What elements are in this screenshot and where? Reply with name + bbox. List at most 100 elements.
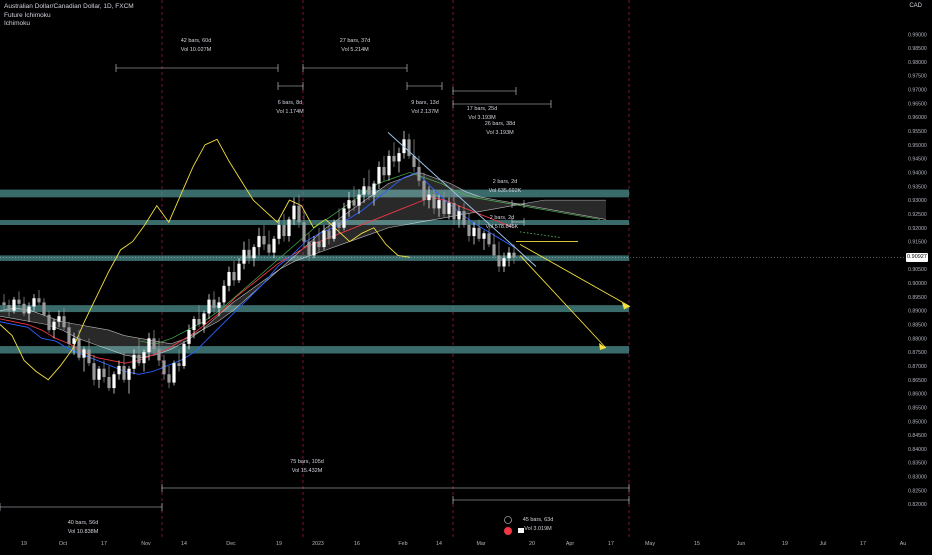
- price-tick-label: 0.89500: [908, 295, 927, 301]
- price-tick-label: 0.98000: [908, 60, 927, 66]
- candle-body: [497, 255, 501, 267]
- time-tick-label: 16: [354, 541, 360, 547]
- candle-body: [167, 374, 171, 383]
- candle-body: [432, 194, 436, 209]
- price-tick-label: 0.93000: [908, 198, 927, 204]
- price-tick-label: 0.93500: [908, 184, 927, 190]
- candle-body: [32, 298, 36, 307]
- candle-body: [187, 330, 191, 344]
- candle-body: [292, 205, 296, 220]
- price-tick-label: 0.91500: [908, 240, 927, 246]
- time-tick-label: Dec: [226, 541, 236, 547]
- candle-body: [407, 139, 411, 156]
- price-tick-label: 0.85500: [908, 405, 927, 411]
- projection-arrow-2: [519, 255, 607, 349]
- price-tick-label: 0.99000: [908, 32, 927, 38]
- candle-body: [2, 302, 6, 306]
- chart-legend: Australian Dollar/Canadian Dollar, 1D, F…: [4, 3, 134, 29]
- candle-body: [362, 186, 366, 195]
- candle-body: [172, 363, 176, 383]
- candle-body: [372, 183, 376, 195]
- time-tick-label: 14: [436, 541, 442, 547]
- annotations: [0, 132, 906, 350]
- candle-body: [427, 194, 431, 201]
- measure-bars-label: 40 bars, 56d: [68, 520, 99, 526]
- lagging-span: [0, 138, 411, 381]
- candle-body: [27, 306, 31, 314]
- candle-body: [142, 352, 146, 364]
- zone-d: [0, 305, 629, 313]
- candle-body: [502, 258, 506, 267]
- candle-body: [137, 354, 141, 364]
- measure-vol-label: Vol 635.692K: [489, 188, 522, 194]
- kumo-span-b: [0, 199, 606, 358]
- candle-body: [197, 318, 201, 325]
- flag-icon: [504, 527, 512, 535]
- candle-body: [242, 249, 246, 264]
- price-tick-label: 0.94000: [908, 170, 927, 176]
- candle-body: [132, 354, 136, 369]
- candle-body: [277, 224, 281, 239]
- indicator-future-ichimoku[interactable]: Future Ichimoku: [4, 11, 51, 19]
- time-tick-label: Jul: [820, 541, 827, 547]
- time-tick-label: Au: [900, 541, 907, 547]
- candle-body: [337, 222, 341, 228]
- candle-body: [42, 302, 46, 315]
- time-tick-label: 20: [529, 541, 535, 547]
- candle-body: [492, 244, 496, 256]
- candle-body: [77, 338, 81, 358]
- price-axis: 0.99000 0.98500 0.98000 0.97500 0.97000 0.965…: [906, 0, 932, 550]
- candle-body: [202, 313, 206, 325]
- measure-vol-label: Vol 578.845K: [486, 224, 519, 230]
- candle-body: [107, 377, 111, 389]
- measure-vol-label: Vol 3.193M: [486, 130, 514, 136]
- candle-body: [397, 153, 401, 162]
- price-tick-label: 0.86000: [908, 392, 927, 398]
- candle-body: [12, 299, 16, 311]
- candle-body: [252, 247, 256, 259]
- price-tick-label: 0.95000: [908, 143, 927, 149]
- candle-body: [112, 374, 116, 389]
- time-tick-label: 17: [608, 541, 614, 547]
- symbol-title[interactable]: Australian Dollar/Canadian Dollar, 1D, F…: [4, 3, 134, 10]
- candle-body: [122, 365, 126, 380]
- projection-arrowhead-1: [622, 302, 630, 310]
- price-tick-label: 0.90000: [908, 281, 927, 287]
- candle-body: [97, 368, 101, 380]
- candle-body: [247, 249, 251, 259]
- candle-body: [87, 349, 91, 364]
- measure-bars-label: 75 bars, 105d: [290, 459, 324, 465]
- candle-body: [67, 327, 71, 344]
- time-tick-label: 17: [101, 541, 107, 547]
- candle-body: [267, 244, 271, 253]
- measure-vol-label: Vol 15.432M: [292, 468, 323, 474]
- candle-body: [392, 155, 396, 162]
- candle-body: [62, 316, 66, 328]
- price-tick-label: 0.82500: [908, 488, 927, 494]
- candle-body: [7, 305, 11, 311]
- indicator-ichimoku[interactable]: Ichimoku: [4, 20, 31, 27]
- zone-c: [0, 255, 629, 261]
- candle-body: [177, 363, 181, 366]
- price-tick-label: 0.97000: [908, 88, 927, 94]
- price-tick-label: 0.86500: [908, 378, 927, 384]
- candle-body: [272, 238, 276, 253]
- price-axis-bg: [906, 0, 932, 550]
- price-tick-label: 0.90500: [908, 267, 927, 273]
- support-resistance-zones: [0, 189, 629, 354]
- candle-body: [302, 222, 306, 242]
- candle-body: [192, 318, 196, 331]
- candle-body: [287, 219, 291, 237]
- candle-body: [512, 252, 516, 258]
- price-tick-label: 0.84000: [908, 447, 927, 453]
- time-tick-label: 15: [694, 541, 700, 547]
- measure-bars-label: 27 bars, 37d: [340, 38, 371, 44]
- price-tick-label: 0.96500: [908, 101, 927, 107]
- candle-body: [227, 271, 231, 286]
- time-tick-label: Oct: [59, 541, 68, 547]
- measure-vol-label: Vol 5.214M: [341, 47, 369, 53]
- candle-body: [47, 314, 51, 331]
- candle-body: [317, 241, 321, 248]
